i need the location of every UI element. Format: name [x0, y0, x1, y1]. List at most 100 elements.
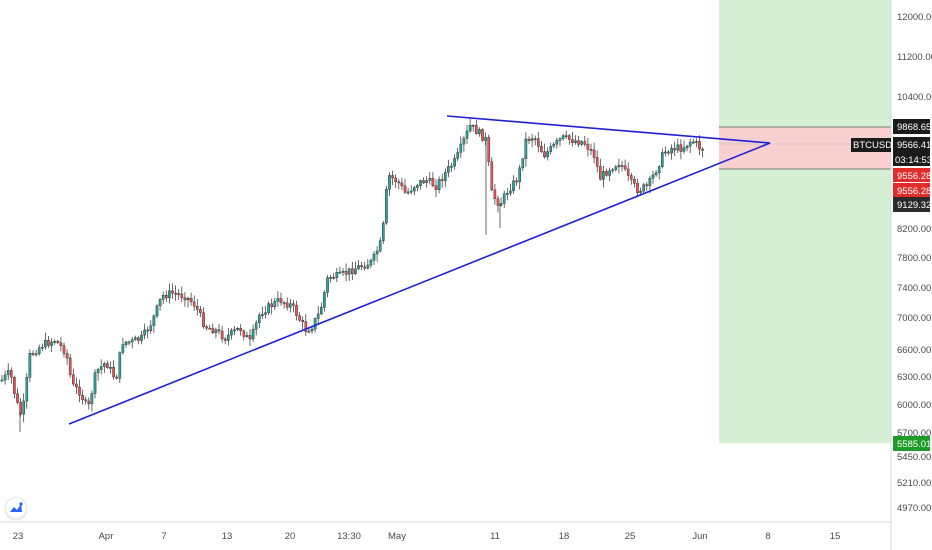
- current-price-text: 9566.41: [897, 140, 931, 151]
- candle-body: [25, 377, 29, 402]
- candle-body: [462, 138, 466, 145]
- time-tick-label: Apr: [99, 531, 114, 542]
- candle-body: [633, 179, 636, 184]
- price-tick-label: 7000.00: [897, 313, 931, 324]
- candle-body: [168, 290, 171, 299]
- candle-body: [456, 152, 460, 159]
- candle-body: [174, 292, 177, 295]
- candle-body: [96, 369, 100, 373]
- candle-body: [599, 166, 602, 180]
- candle-body: [475, 125, 478, 134]
- price-axis[interactable]: 12000.00 11200.00 10400.00 8200.00 7800.00 74…: [897, 12, 932, 514]
- candle-body: [233, 329, 236, 332]
- candle-body: [310, 328, 314, 332]
- tradingview-logo-icon[interactable]: [5, 497, 27, 519]
- countdown-text: 03:14:53: [895, 155, 932, 166]
- time-tick-label: 20: [285, 531, 296, 542]
- candle-body: [521, 158, 525, 169]
- candle-body: [106, 363, 109, 368]
- candle-body: [490, 161, 494, 191]
- time-tick-label: May: [388, 531, 406, 542]
- price-tick-label: 11200.00: [897, 52, 932, 63]
- candle-body: [428, 178, 432, 181]
- candle-body: [611, 169, 614, 172]
- candle-body: [688, 141, 692, 147]
- candle-body: [388, 175, 391, 190]
- candle-body: [639, 190, 642, 193]
- candle-body: [592, 149, 596, 158]
- candle-body: [636, 183, 639, 193]
- candle-body: [87, 400, 91, 405]
- candle-body: [682, 147, 686, 152]
- candle-body: [586, 143, 590, 150]
- candle-body: [75, 383, 78, 388]
- candle-body: [6, 370, 10, 375]
- candle-body: [155, 305, 159, 317]
- candle-body: [68, 357, 72, 375]
- candle-body: [552, 143, 556, 147]
- candle-body: [568, 135, 571, 140]
- candle-body: [512, 180, 515, 192]
- candle-body: [676, 144, 680, 151]
- candle-body: [577, 140, 580, 145]
- candle-body: [9, 370, 13, 378]
- candle-body: [351, 268, 354, 275]
- price-tick-label: 8200.00: [897, 224, 931, 235]
- candle-body: [301, 320, 305, 322]
- time-tick-label: 13:30: [337, 531, 361, 542]
- price-tick-label: 5450.00: [897, 452, 931, 463]
- candle-body: [341, 271, 345, 273]
- candle-body: [335, 272, 339, 278]
- candle-body: [13, 377, 16, 394]
- candle-body: [226, 334, 230, 341]
- candle-body: [537, 138, 540, 147]
- price-tick-label: 5700.00: [897, 428, 931, 439]
- upper-trendline[interactable]: [446, 115, 771, 144]
- upper-price-text: 9868.65: [897, 122, 931, 133]
- symbol-text: BTCUSDT: [853, 140, 898, 151]
- candle-body: [164, 295, 168, 299]
- candle-body: [406, 191, 410, 194]
- time-axis[interactable]: 23 Apr 7 13 20 13:30 May 11 18 25 Jun 8 15: [13, 531, 841, 542]
- candle-body: [171, 290, 174, 294]
- candle-body: [146, 329, 150, 332]
- lower-trendline[interactable]: [68, 142, 771, 425]
- candle-body: [506, 193, 509, 195]
- price-label-lower: 9129.32: [893, 197, 931, 212]
- candle-body: [617, 165, 621, 168]
- candle-body: [0, 379, 4, 382]
- candle-body: [397, 181, 401, 184]
- candle-body: [326, 277, 329, 293]
- candle-body: [22, 400, 26, 415]
- candle-body: [372, 253, 376, 261]
- candle-body: [667, 151, 670, 154]
- candle-body: [183, 297, 187, 301]
- candle-body: [236, 328, 239, 330]
- candle-body: [208, 327, 212, 330]
- candle-body: [186, 298, 190, 301]
- price-label-buy: 9556.28: [893, 183, 931, 197]
- candle-body: [549, 146, 552, 152]
- candle-body: [403, 185, 407, 193]
- candle-body: [332, 277, 336, 279]
- candle-body: [664, 151, 667, 154]
- candle-body: [149, 325, 153, 332]
- candle-body: [65, 353, 69, 359]
- candle-body: [670, 148, 673, 154]
- candle-body: [692, 141, 695, 144]
- price-tick-label: 7800.00: [897, 253, 931, 264]
- time-tick-label: 25: [625, 531, 636, 542]
- candle-body: [270, 303, 274, 308]
- candle-body: [431, 178, 435, 186]
- candle-body: [673, 148, 676, 151]
- candle-body: [385, 188, 388, 224]
- candle-body: [289, 303, 292, 308]
- lower-price-text: 9129.32: [897, 200, 931, 211]
- candle-body: [509, 190, 512, 194]
- candle-body: [518, 167, 521, 183]
- candle-body: [382, 222, 385, 241]
- candle-body: [199, 309, 202, 313]
- candle-body: [375, 250, 379, 255]
- candle-body: [320, 307, 323, 315]
